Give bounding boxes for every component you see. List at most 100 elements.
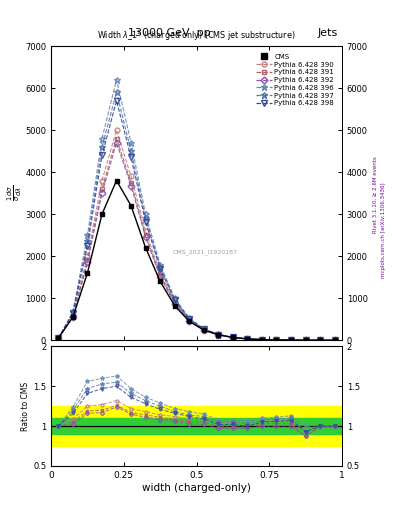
- Pythia 6.428 398: [303, 337, 308, 343]
- Pythia 6.428 398: [231, 334, 235, 340]
- Pythia 6.428 396: [231, 334, 235, 340]
- Pythia 6.428 397: [260, 336, 264, 343]
- Pythia 6.428 391: [56, 335, 61, 341]
- Pythia 6.428 398: [260, 336, 264, 343]
- CMS: [158, 279, 163, 285]
- Pythia 6.428 391: [100, 186, 105, 192]
- Pythia 6.428 390: [129, 173, 134, 179]
- Pythia 6.428 397: [289, 337, 294, 343]
- Legend: CMS, Pythia 6.428 390, Pythia 6.428 391, Pythia 6.428 392, Pythia 6.428 396, Pyt: CMS, Pythia 6.428 390, Pythia 6.428 391,…: [255, 53, 336, 108]
- Pythia 6.428 391: [202, 327, 206, 333]
- Pythia 6.428 392: [318, 337, 323, 343]
- Pythia 6.428 390: [202, 326, 206, 332]
- Pythia 6.428 392: [158, 274, 163, 280]
- Pythia 6.428 390: [173, 298, 177, 305]
- Pythia 6.428 392: [85, 260, 90, 266]
- Pythia 6.428 396: [289, 337, 294, 343]
- Pythia 6.428 397: [303, 337, 308, 343]
- Pythia 6.428 392: [202, 327, 206, 333]
- Y-axis label: Ratio to CMS: Ratio to CMS: [21, 381, 30, 431]
- Line: Pythia 6.428 397: Pythia 6.428 397: [55, 89, 338, 344]
- Pythia 6.428 391: [187, 317, 192, 324]
- Pythia 6.428 391: [143, 232, 148, 238]
- CMS: [100, 211, 105, 217]
- Pythia 6.428 398: [56, 335, 61, 341]
- CMS: [56, 335, 61, 341]
- Pythia 6.428 391: [158, 272, 163, 278]
- Pythia 6.428 398: [318, 337, 323, 343]
- Pythia 6.428 398: [158, 266, 163, 272]
- Pythia 6.428 396: [143, 211, 148, 217]
- Pythia 6.428 398: [114, 98, 119, 104]
- Pythia 6.428 390: [332, 337, 337, 343]
- Pythia 6.428 392: [332, 337, 337, 343]
- CMS: [231, 334, 235, 340]
- Pythia 6.428 397: [245, 336, 250, 342]
- Pythia 6.428 390: [187, 316, 192, 323]
- Pythia 6.428 396: [85, 232, 90, 238]
- Pythia 6.428 391: [85, 258, 90, 264]
- Pythia 6.428 397: [202, 326, 206, 332]
- Pythia 6.428 398: [245, 336, 250, 342]
- Pythia 6.428 398: [71, 310, 75, 316]
- Pythia 6.428 398: [216, 332, 221, 338]
- CMS: [318, 337, 323, 343]
- Pythia 6.428 391: [318, 337, 323, 343]
- Pythia 6.428 391: [216, 332, 221, 338]
- Pythia 6.428 397: [56, 335, 61, 341]
- Pythia 6.428 392: [289, 337, 294, 343]
- Text: 13000 GeV  pp: 13000 GeV pp: [128, 28, 210, 38]
- Pythia 6.428 397: [158, 264, 163, 270]
- CMS: [303, 337, 308, 343]
- CMS: [173, 303, 177, 309]
- Pythia 6.428 392: [143, 234, 148, 240]
- Pythia 6.428 392: [100, 190, 105, 196]
- Line: Pythia 6.428 396: Pythia 6.428 396: [55, 76, 338, 344]
- CMS: [114, 178, 119, 184]
- Pythia 6.428 390: [260, 336, 264, 343]
- Pythia 6.428 396: [100, 136, 105, 142]
- Pythia 6.428 396: [202, 326, 206, 332]
- Pythia 6.428 392: [56, 335, 61, 341]
- Pythia 6.428 392: [114, 140, 119, 146]
- Pythia 6.428 398: [332, 337, 337, 343]
- CMS: [216, 332, 221, 338]
- Text: CMS_2021_I1920187: CMS_2021_I1920187: [173, 249, 238, 255]
- Pythia 6.428 398: [85, 243, 90, 249]
- Pythia 6.428 390: [85, 253, 90, 259]
- Pythia 6.428 398: [143, 219, 148, 225]
- Pythia 6.428 392: [173, 301, 177, 307]
- Pythia 6.428 391: [274, 337, 279, 343]
- Pythia 6.428 392: [231, 334, 235, 340]
- Pythia 6.428 390: [274, 337, 279, 343]
- Pythia 6.428 391: [129, 180, 134, 186]
- Pythia 6.428 396: [318, 337, 323, 343]
- Pythia 6.428 391: [245, 336, 250, 342]
- Pythia 6.428 396: [187, 315, 192, 321]
- Pythia 6.428 397: [143, 215, 148, 221]
- Pythia 6.428 396: [274, 337, 279, 343]
- X-axis label: width (charged-only): width (charged-only): [142, 482, 251, 493]
- Y-axis label: $\frac{1}{\sigma}\frac{d\sigma}{d\lambda}$: $\frac{1}{\sigma}\frac{d\sigma}{d\lambda…: [6, 185, 24, 201]
- Pythia 6.428 391: [114, 136, 119, 142]
- Pythia 6.428 390: [100, 178, 105, 184]
- Line: CMS: CMS: [56, 178, 337, 343]
- Pythia 6.428 397: [129, 148, 134, 154]
- Pythia 6.428 391: [332, 337, 337, 343]
- Pythia 6.428 390: [245, 336, 250, 342]
- Pythia 6.428 390: [158, 270, 163, 276]
- Pythia 6.428 392: [274, 337, 279, 343]
- Pythia 6.428 398: [274, 337, 279, 343]
- Line: Pythia 6.428 390: Pythia 6.428 390: [56, 127, 337, 343]
- CMS: [289, 337, 294, 343]
- Pythia 6.428 398: [187, 316, 192, 322]
- Pythia 6.428 392: [260, 336, 264, 343]
- CMS: [129, 203, 134, 209]
- CMS: [245, 336, 250, 342]
- Pythia 6.428 390: [289, 337, 294, 343]
- Pythia 6.428 397: [100, 144, 105, 150]
- CMS: [187, 318, 192, 325]
- Pythia 6.428 397: [274, 337, 279, 343]
- Pythia 6.428 392: [187, 318, 192, 324]
- Pythia 6.428 397: [71, 309, 75, 315]
